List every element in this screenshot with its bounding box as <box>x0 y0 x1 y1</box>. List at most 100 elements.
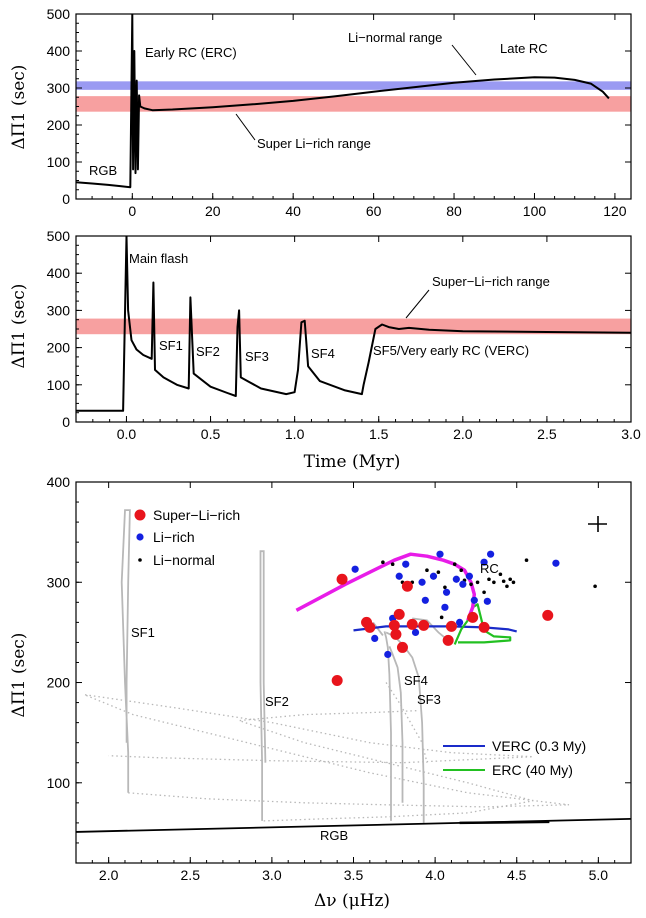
li-normal-point-14 <box>487 577 491 582</box>
li-rich-point-11 <box>442 588 451 596</box>
super-li-rich-point-15 <box>542 609 554 621</box>
ann-super-li-rich-range: Super Li−rich range <box>257 136 371 151</box>
series-line-0 <box>76 236 631 412</box>
x-tick-label-5: 100 <box>523 203 547 219</box>
legend-label-li-normal: Li−normal <box>153 552 215 568</box>
ann-sf3-bottom: SF3 <box>417 692 441 707</box>
li-normal-point-8 <box>452 562 457 567</box>
y-tick-label-5: 500 <box>47 228 71 244</box>
x-tick-label-2: 40 <box>285 203 301 219</box>
li-rich-point-9 <box>436 550 444 558</box>
ann-sf2-bottom: SF2 <box>265 694 289 709</box>
legend-marker-li-normal <box>138 558 142 562</box>
y-tick-label-1: 200 <box>47 675 71 691</box>
x-tick-label-6: 5.0 <box>589 867 609 883</box>
x-tick-label-3: 3.5 <box>344 867 364 883</box>
li-normal-point-20 <box>511 580 516 585</box>
li-rich-point-5 <box>402 560 410 568</box>
middle-ylabel: ΔΠ1 (sec) <box>9 284 29 369</box>
legend-label-li-rich: Li−rich <box>153 529 195 545</box>
legend-top: Super−Li−rich Li−rich Li−normal <box>134 507 240 568</box>
bottom-panel: 2.0 2.5 3.0 3.5 4.0 4.5 5.0 100 200 300 400 <box>47 474 632 883</box>
y-tick-label-2: 200 <box>47 117 71 133</box>
li-normal-point-12 <box>475 580 480 585</box>
model-track-4 <box>388 646 404 803</box>
top-ylabel: ΔΠ1 (sec) <box>9 65 29 150</box>
y-tick-label-5: 500 <box>47 6 71 22</box>
x-tick-label-5: 4.5 <box>507 867 527 883</box>
li-rich-point-12 <box>452 575 460 583</box>
li-normal-point-7 <box>443 585 447 590</box>
super-li-rich-point-0 <box>331 675 343 687</box>
y-tick-label-4: 400 <box>47 265 71 281</box>
li-normal-point-1 <box>390 562 395 567</box>
legend-label-super-li-rich: Super−Li−rich <box>153 507 240 523</box>
legend-bottom: VERC (0.3 My) ERC (40 My) <box>443 738 586 778</box>
model-track-0 <box>120 509 131 793</box>
li-normal-point-6 <box>439 615 444 620</box>
ann-sf1: SF1 <box>159 338 183 353</box>
bottom-ylabel: ΔΠ1 (sec) <box>9 633 29 718</box>
x-tick-label-0: 2.0 <box>99 867 119 883</box>
model-track-6 <box>412 617 449 642</box>
y-tick-label-1: 100 <box>47 154 71 170</box>
li-normal-point-17 <box>501 579 506 584</box>
x-tick-label-4: 4.0 <box>425 867 445 883</box>
li-rich-point-8 <box>429 572 438 580</box>
li-normal-point-9 <box>459 568 464 573</box>
ann-sf2: SF2 <box>196 344 220 359</box>
super-li-rich-point-12 <box>445 620 457 632</box>
li-normal-point-11 <box>469 582 473 587</box>
model-dotted-0 <box>83 693 570 808</box>
super-li-rich-point-7 <box>396 641 408 653</box>
super-li-rich-point-10 <box>418 619 430 631</box>
super-li-rich-point-1 <box>336 573 348 585</box>
li-rich-point-16 <box>480 558 488 566</box>
ann-rgb-bottom: RGB <box>320 828 348 843</box>
top-panel: 0 20 40 60 80 100 120 0 100 200 300 400 500 <box>47 6 632 219</box>
legend-marker-li-rich <box>136 533 144 541</box>
x-tick-label-2: 3.0 <box>262 867 282 883</box>
li-rich-point-15 <box>470 596 478 604</box>
rgb-line-thick <box>459 820 550 825</box>
super-li-rich-point-9 <box>406 618 418 630</box>
legend-marker-super-li-rich <box>134 509 146 521</box>
y-tick-label-3: 300 <box>47 80 71 96</box>
y-tick-label-2: 300 <box>47 574 71 590</box>
li-rich-point-0 <box>351 565 359 573</box>
li-rich-point-20 <box>456 618 464 626</box>
ann-sf4-bottom: SF4 <box>404 673 428 688</box>
li-normal-point-4 <box>425 568 429 573</box>
super-li-rich-point-8 <box>401 580 413 592</box>
model-track-5 <box>372 621 384 636</box>
series-line-5 <box>295 552 477 622</box>
x-tick-label-4: 80 <box>446 203 462 219</box>
li-normal-point-18 <box>505 584 509 589</box>
y-tick-label-2: 200 <box>47 340 71 356</box>
li-normal-point-13 <box>482 590 486 595</box>
y-tick-label-0: 100 <box>47 775 71 791</box>
ann-rc: RC <box>480 561 499 576</box>
ann-sf3: SF3 <box>245 349 269 364</box>
super-li-rich-point-6 <box>393 608 405 620</box>
li-normal-point-5 <box>436 570 441 575</box>
li-rich-point-21 <box>411 628 420 636</box>
super-li-rich-point-13 <box>467 611 479 623</box>
y-tick-label-1: 100 <box>47 377 71 393</box>
li-rich-point-7 <box>421 596 429 604</box>
super-li-rich-point-11 <box>442 634 454 646</box>
x-tick-label-5: 2.5 <box>537 426 557 442</box>
x-tick-label-3: 60 <box>366 203 382 219</box>
li-normal-point-21 <box>524 558 529 563</box>
y-tick-label-0: 0 <box>62 414 70 430</box>
li-normal-point-22 <box>593 584 597 589</box>
error-bar-cross <box>588 516 607 532</box>
li-rich-point-17 <box>483 597 491 605</box>
series-line-0 <box>76 14 610 189</box>
middle-xlabel: Time (Myr) <box>304 452 401 472</box>
li-rich-point-19 <box>552 559 560 567</box>
y-tick-label-4: 400 <box>47 43 71 59</box>
x-tick-label-0: 0 <box>128 203 136 219</box>
plot-area <box>76 236 631 412</box>
